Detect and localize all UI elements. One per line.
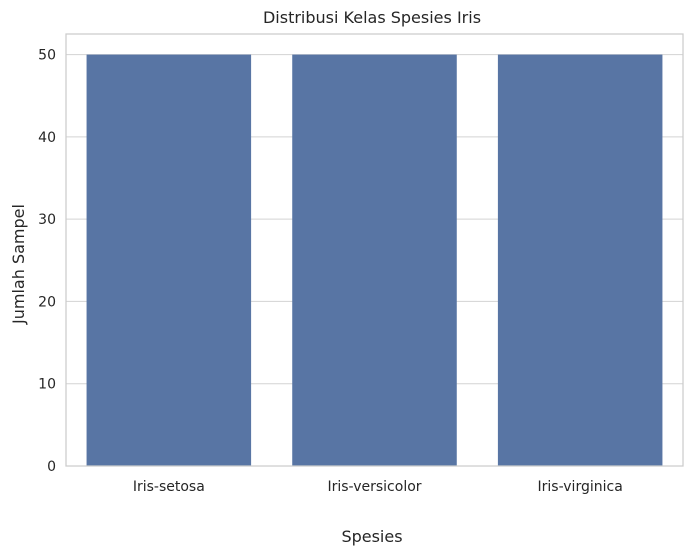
y-tick-label: 20 [38,294,56,310]
x-tick-label: Iris-versicolor [327,479,421,495]
y-tick-label: 0 [47,459,56,475]
y-tick-label: 10 [38,377,56,393]
y-tick-label: 50 [38,48,56,64]
x-tick-label: Iris-virginica [538,479,623,495]
bars [86,54,663,466]
bar-iris-virginica [497,54,663,466]
y-tick-label: 40 [38,130,56,146]
chart-title: Distribusi Kelas Spesies Iris [263,8,481,27]
y-tick-label: 30 [38,212,56,228]
x-axis-label: Spesies [341,527,402,546]
y-tick-labels: 0 10 20 30 40 50 [38,48,56,475]
x-tick-labels: Iris-setosa Iris-versicolor Iris-virginica [133,479,623,495]
bar-iris-setosa [86,54,252,466]
x-tick-label: Iris-setosa [133,479,205,495]
y-axis-label: Jumlah Sampel [9,204,28,325]
bar-iris-versicolor [292,54,457,466]
axes-frame [65,33,684,467]
